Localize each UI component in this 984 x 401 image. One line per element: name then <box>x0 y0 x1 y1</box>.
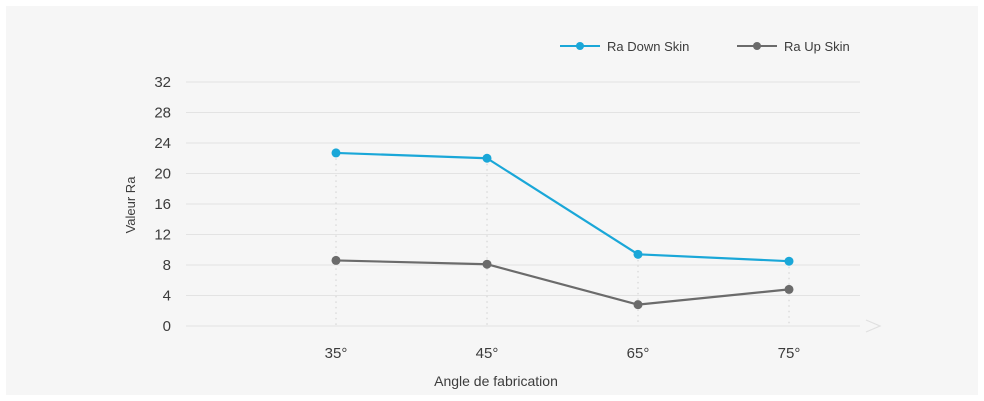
y-tick-label: 20 <box>154 166 171 183</box>
y-axis-label: Valeur Ra <box>123 176 138 234</box>
series-group <box>331 148 794 310</box>
y-tick-label: 4 <box>163 288 171 305</box>
data-point <box>633 249 643 259</box>
x-tick-labels: 35° 45° 65° 75° <box>325 345 801 362</box>
legend-label: Ra Up Skin <box>784 39 850 54</box>
y-tick-label: 28 <box>154 105 171 122</box>
data-point <box>331 255 341 265</box>
y-tick-label: 12 <box>154 227 171 244</box>
data-point <box>784 284 794 294</box>
data-point <box>331 148 341 158</box>
data-point <box>784 256 794 266</box>
chart-panel <box>6 6 978 395</box>
y-tick-label: 24 <box>154 135 171 152</box>
y-tick-label: 16 <box>154 196 171 213</box>
legend-label: Ra Down Skin <box>607 39 689 54</box>
legend-marker <box>576 42 584 50</box>
data-point <box>633 300 643 310</box>
series-line <box>335 151 790 263</box>
x-tick-label: 35° <box>325 345 348 362</box>
data-point <box>482 259 492 269</box>
x-tick-label: 45° <box>476 345 499 362</box>
x-axis-arrow <box>865 319 882 333</box>
legend: Ra Down Skin Ra Up Skin <box>560 39 850 54</box>
y-tick-labels: 0 4 8 12 16 20 24 28 32 <box>154 74 171 335</box>
data-point <box>482 153 492 163</box>
series-line <box>335 259 790 306</box>
grid-lines <box>186 81 860 327</box>
y-tick-label: 0 <box>163 318 171 335</box>
y-tick-label: 32 <box>154 74 171 91</box>
legend-marker <box>753 42 761 50</box>
x-tick-label: 75° <box>778 345 801 362</box>
category-guides <box>335 152 790 326</box>
x-tick-label: 65° <box>627 345 650 362</box>
y-tick-label: 8 <box>163 257 171 274</box>
x-axis-label: Angle de fabrication <box>434 373 558 389</box>
